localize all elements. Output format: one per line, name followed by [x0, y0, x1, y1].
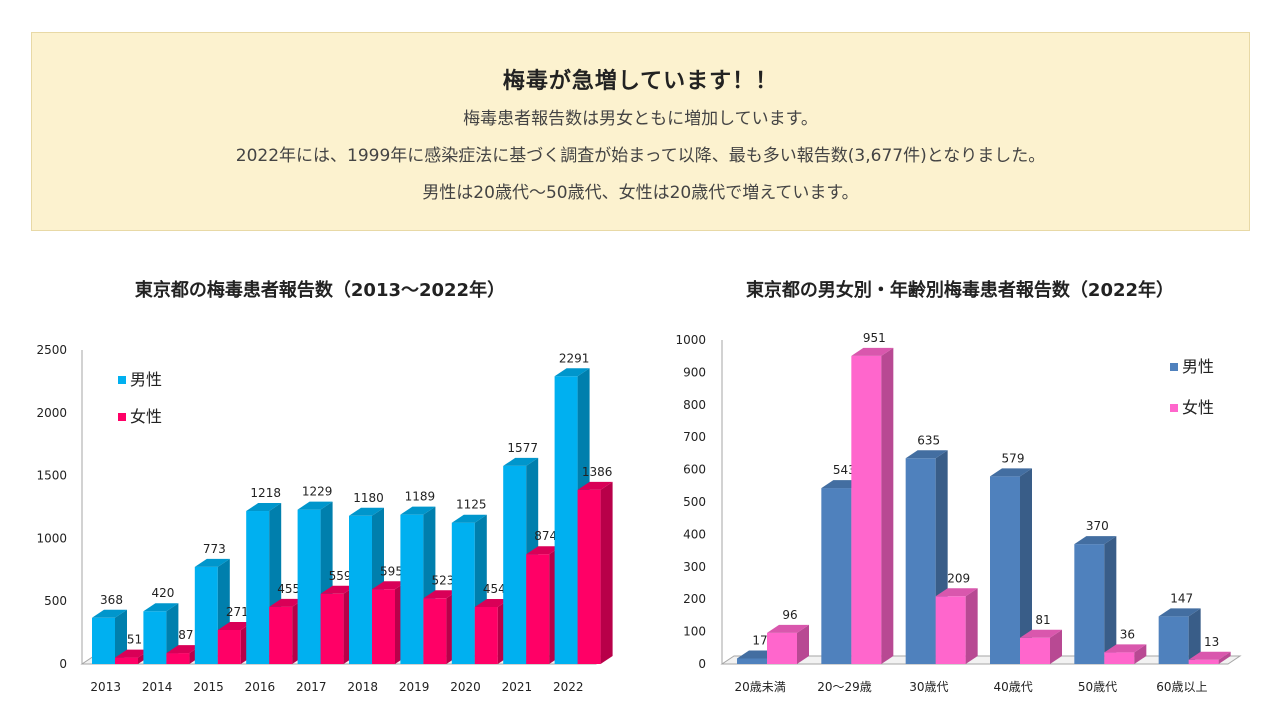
chart-2-bar: [990, 468, 1032, 664]
notice-line-2: 2022年には、1999年に感染症法に基づく調査が始まって以降、最も多い報告数(…: [235, 146, 1046, 166]
chart-2-group: 0 100 200 300 400 500 600 700 800 900 1000 20歳未満 17 9…: [675, 331, 1242, 694]
chart-1-y-tick: 2500: [36, 343, 67, 357]
chart-1-y-tick: 2000: [36, 406, 67, 420]
chart-1-data-label: 271: [226, 605, 249, 619]
chart-2-bar: [1020, 629, 1062, 664]
chart-1-data-label: 1229: [302, 485, 333, 499]
notice-box: 梅毒が急増しています！！ 梅毒患者報告数は男女ともに増加しています。 2022年…: [31, 32, 1250, 231]
chart-2-legend-label: 男性: [1182, 357, 1214, 376]
chart-1-legend-swatch: [118, 376, 126, 384]
notice-line-1: 梅毒患者報告数は男女ともに増加しています。: [463, 109, 818, 129]
chart-1-x-tick: 2015: [193, 680, 224, 694]
chart-1-data-label: 1125: [456, 498, 487, 512]
chart-2-data-label: 370: [1086, 519, 1109, 533]
chart-1-data-label: 523: [431, 573, 454, 587]
chart-1-data-label: 87: [178, 628, 193, 642]
chart-2-y-tick: 500: [683, 495, 706, 509]
chart-1-data-label: 559: [329, 569, 352, 583]
chart-2-y-tick: 300: [683, 560, 706, 574]
chart-1-data-label: 454: [483, 582, 506, 596]
chart-2-x-tick: 20～29歳: [817, 680, 872, 694]
chart-2-bar: [1158, 608, 1201, 664]
chart-1-data-label: 773: [203, 542, 226, 556]
chart-1-x-tick: 2017: [296, 680, 327, 694]
chart-2-x-tick: 40歳代: [994, 680, 1033, 694]
chart-2-data-label: 36: [1120, 627, 1135, 641]
chart-2-y-tick: 600: [683, 463, 706, 477]
chart-2-y-tick: 800: [683, 398, 706, 412]
chart-1-x-tick: 2018: [347, 680, 378, 694]
chart-2-legend-swatch: [1170, 363, 1178, 371]
chart-1-data-label: 455: [277, 582, 300, 596]
chart-2-data-label: 951: [863, 331, 886, 345]
chart-2-y-tick: 100: [683, 625, 706, 639]
chart-2-y-tick: 700: [683, 430, 706, 444]
chart-1-bar: [577, 481, 613, 664]
chart-1-data-label: 1218: [250, 486, 281, 500]
chart-1-data-label: 368: [100, 593, 123, 607]
chart-2-bar: [767, 624, 809, 664]
chart-1-bar: [92, 609, 127, 664]
chart-1-x-tick: 2014: [142, 680, 173, 694]
chart-2-bar: [1188, 651, 1231, 664]
chart-2-bar: [1104, 644, 1147, 664]
chart-2-y-tick: 200: [683, 592, 706, 606]
chart-1-y-tick: 500: [44, 594, 67, 608]
chart-1-legend-label: 男性: [130, 370, 162, 389]
chart-1-data-label: 1577: [507, 441, 538, 455]
chart-2-y-tick: 0: [698, 657, 706, 671]
chart-2-bar: [1074, 536, 1117, 664]
chart-2-y-tick: 900: [683, 365, 706, 379]
chart-1-legend-swatch: [118, 413, 126, 421]
chart-2-y-tick: 400: [683, 527, 706, 541]
chart-1-group: 0 500 1000 1500 2000 2500 2013 368 51 2014 420 87 20…: [36, 343, 613, 694]
chart-2-data-label: 81: [1035, 613, 1050, 627]
chart-2-x-tick: 50歳代: [1078, 680, 1117, 694]
chart-2-data-label: 13: [1204, 635, 1219, 649]
chart-1-x-tick: 2022: [553, 680, 584, 694]
chart-1-x-tick: 2019: [399, 680, 430, 694]
chart-2-data-label: 543: [833, 463, 856, 477]
chart-2-x-tick: 60歳以上: [1156, 680, 1207, 694]
notice-heading: 梅毒が急増しています！！: [502, 69, 779, 94]
chart-2-data-label: 147: [1170, 591, 1193, 605]
chart-1-bar: [143, 603, 179, 664]
chart-2-legend-swatch: [1170, 404, 1178, 412]
chart-1-y-tick: 1000: [36, 531, 67, 545]
chart-1-data-label: 1189: [405, 490, 436, 504]
chart-2-data-label: 209: [947, 571, 970, 585]
chart-2-data-label: 17: [752, 633, 767, 647]
chart-2-x-tick: 30歳代: [909, 680, 948, 694]
chart-1-data-label: 1386: [582, 465, 613, 479]
chart-1-data-label: 51: [127, 633, 142, 647]
chart-2-data-label: 579: [1002, 451, 1025, 465]
chart-2-title: 東京都の男女別・年齢別梅毒患者報告数（2022年）: [745, 280, 1175, 301]
chart-1-data-label: 874: [534, 529, 557, 543]
chart-2-x-tick: 20歳未満: [735, 680, 786, 694]
chart-1-x-tick: 2021: [502, 680, 533, 694]
notice-line-3: 男性は20歳代～50歳代、女性は20歳代で増えています。: [422, 183, 859, 203]
chart-2-bar: [935, 588, 978, 664]
chart-1-y-tick: 0: [59, 657, 67, 671]
chart-2-data-label: 96: [782, 608, 797, 622]
chart-2-data-label: 635: [917, 433, 940, 447]
chart-2-bar: [851, 347, 894, 664]
chart-1-x-tick: 2016: [245, 680, 276, 694]
chart-1-title: 東京都の梅毒患者報告数（2013～2022年）: [134, 280, 506, 301]
chart-1-data-label: 595: [380, 564, 403, 578]
chart-1-data-label: 420: [151, 586, 174, 600]
chart-1-x-tick: 2020: [450, 680, 481, 694]
chart-1-y-tick: 1500: [36, 469, 67, 483]
chart-2-y-tick: 1000: [675, 333, 706, 347]
chart-1-data-label: 1180: [353, 491, 384, 505]
chart-1-data-label: 2291: [559, 351, 590, 365]
chart-1-legend-label: 女性: [130, 407, 162, 426]
chart-1-x-tick: 2013: [90, 680, 121, 694]
chart-2-legend-label: 女性: [1182, 398, 1214, 417]
